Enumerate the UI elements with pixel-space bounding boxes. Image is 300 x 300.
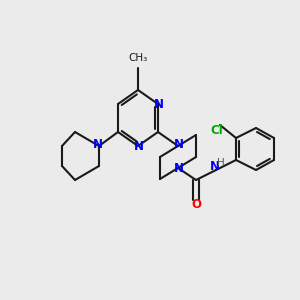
- Text: N: N: [174, 139, 184, 152]
- Text: Cl: Cl: [211, 124, 224, 136]
- Text: H: H: [217, 158, 225, 168]
- Text: N: N: [93, 139, 103, 152]
- Text: O: O: [191, 199, 201, 212]
- Text: N: N: [174, 163, 184, 176]
- Text: N: N: [210, 160, 220, 173]
- Text: N: N: [134, 140, 144, 152]
- Text: N: N: [154, 98, 164, 110]
- Text: CH₃: CH₃: [128, 53, 148, 63]
